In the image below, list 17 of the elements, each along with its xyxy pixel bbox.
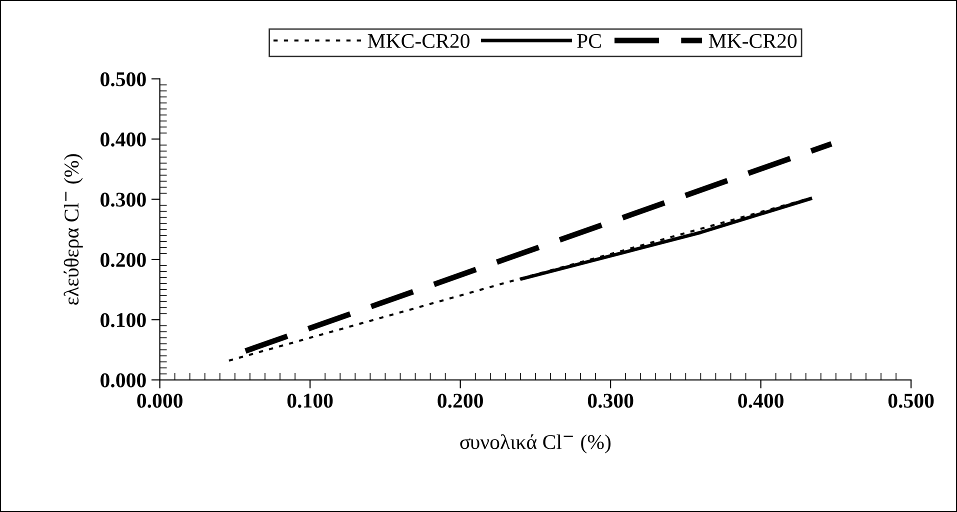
y-tick-label: 0.100: [100, 313, 146, 328]
x-tick-label: 0.400: [738, 394, 784, 408]
y-axis-title: ελεύθερα Cl$^{−}$ (%): [64, 154, 83, 305]
x-tick-label: 0.000: [137, 394, 182, 408]
y-tick-label: 0.200: [100, 252, 146, 268]
x-axis-title: συνολικά Cl$^{−}$ (%): [460, 434, 611, 454]
x-tick-label: 0.300: [588, 394, 634, 408]
y-tick-label: 0.400: [100, 132, 146, 147]
x-tick-label: 0.500: [888, 394, 934, 408]
x-tick-label: 0.100: [287, 394, 333, 408]
legend-label: PC: [577, 34, 601, 48]
y-tick-label: 0.500: [100, 72, 146, 86]
y-tick-label: 0.000: [100, 373, 146, 388]
y-tick-label: 0.300: [100, 192, 146, 207]
legend-label: MK-CR20: [708, 34, 797, 48]
x-tick-label: 0.200: [438, 394, 483, 408]
legend-label: MKC-CR20: [368, 34, 470, 48]
